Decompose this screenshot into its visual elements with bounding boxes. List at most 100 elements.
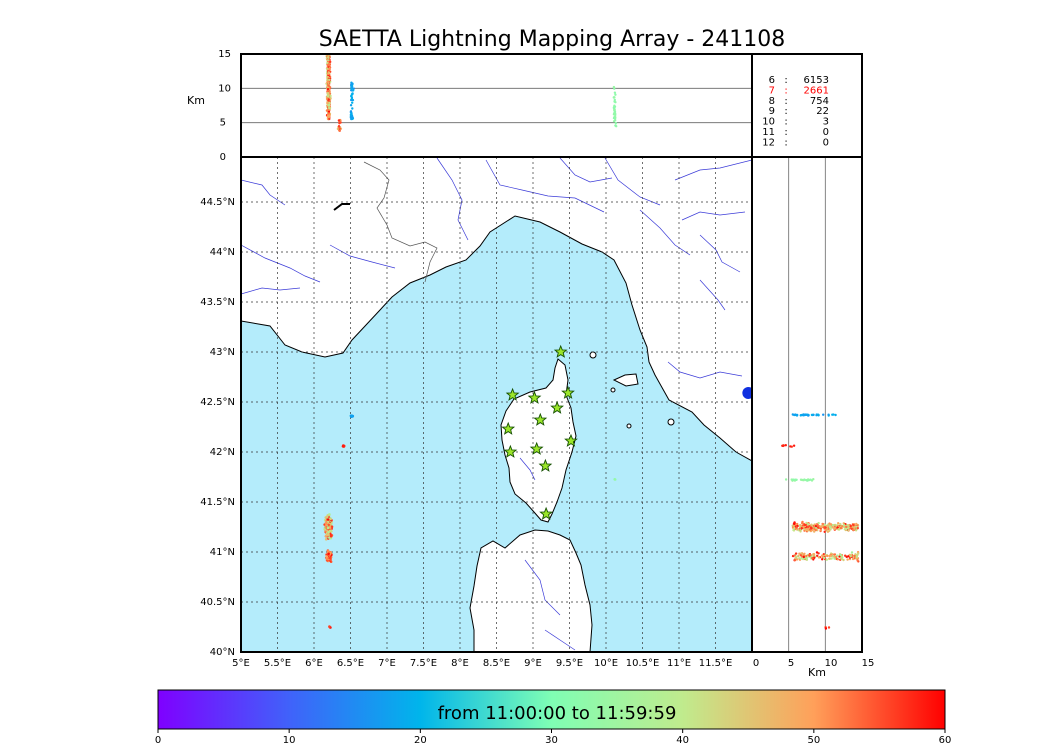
right-source-point (828, 557, 831, 560)
right-source-point (821, 522, 824, 526)
map-source-point (328, 513, 331, 516)
station-star (553, 344, 568, 358)
right-source-point (803, 413, 806, 417)
count-row-label: 9 (769, 106, 775, 117)
right-source-point (833, 527, 836, 530)
map-xtick-label: 6°E (305, 658, 323, 669)
count-row-label: 10 (762, 117, 775, 128)
right-source-point (795, 526, 798, 529)
top-source-point (350, 94, 353, 98)
right-source-point (829, 523, 833, 526)
top-source-point (327, 63, 330, 66)
top-source-point (349, 104, 353, 107)
map-ytick-label: 43.5°N (200, 297, 235, 308)
map-source-point (328, 625, 331, 628)
right-source-point (794, 478, 797, 481)
count-row-separator: : (784, 106, 787, 117)
map-source-point (328, 556, 332, 560)
map-ytick-label: 40°N (210, 647, 235, 658)
right-source-point (821, 558, 824, 561)
map-xtick-label: 5.5°E (264, 658, 291, 669)
right-source-point (803, 523, 806, 527)
top-source-point (339, 121, 342, 124)
map-xtick-label: 11°E (667, 658, 691, 669)
right-source-point (802, 525, 805, 529)
right-source-point (839, 526, 843, 530)
right-source-point (853, 554, 856, 558)
right-source-point (853, 526, 856, 529)
count-row-separator: : (784, 117, 787, 128)
blue-marker-point (742, 387, 752, 399)
top-source-point (328, 78, 331, 82)
right-source-point (816, 413, 820, 416)
right-source-point (816, 554, 819, 557)
right-source-point (813, 556, 816, 559)
station-star (505, 387, 520, 401)
right-source-point (811, 556, 814, 560)
top-source-point (349, 116, 353, 119)
right-source-point (792, 528, 795, 532)
station-star (503, 444, 518, 458)
map-source-point (342, 444, 345, 448)
top-source-point (329, 94, 332, 98)
right-source-point (837, 522, 840, 525)
right-source-point (827, 413, 830, 416)
right-source-point (845, 525, 848, 529)
map-source-point (328, 529, 332, 533)
map-ytick-label: 41°N (210, 547, 235, 558)
top-source-point (326, 92, 329, 96)
right-source-point (794, 552, 798, 555)
count-row-value: 3 (823, 117, 829, 128)
right-source-point (833, 557, 836, 560)
right-source-point (820, 554, 824, 557)
top-source-point (351, 107, 354, 110)
altitude-latitude-panel: 0 5 10 15 Km (751, 156, 874, 679)
top-source-point (614, 124, 617, 127)
right-source-point (795, 557, 798, 560)
right-source-point (844, 554, 847, 557)
right-source-point (812, 413, 815, 417)
top-source-point (350, 85, 353, 89)
right-source-point (840, 555, 843, 558)
map-xtick-label: 10.5°E (626, 658, 660, 669)
map-source-point (326, 518, 330, 521)
corsica-island (500, 358, 577, 523)
station-star (538, 458, 553, 472)
colorbar-tick-label: 50 (807, 735, 820, 746)
right-source-point (828, 526, 831, 529)
top-source-point (328, 117, 331, 121)
right-source-point (791, 413, 794, 416)
map-source-point (324, 538, 328, 541)
colorbar-ticks: 0 10 20 30 40 50 60 (155, 729, 951, 746)
map-ytick-label: 42.5°N (200, 397, 235, 408)
top-source-point (612, 85, 616, 89)
top-source-point (327, 108, 330, 112)
count-row-value: 22 (816, 106, 829, 117)
map-xticks: 5°E 5.5°E 6°E 6.5°E 7°E 7.5°E 8°E 8.5°E 9°E 9.5°E… (232, 658, 732, 669)
right-source-point (813, 530, 816, 533)
top-source-point (326, 61, 329, 65)
right-source-point (836, 558, 840, 561)
map-xtick-label: 5°E (232, 658, 250, 669)
right-source-point (803, 552, 806, 555)
right-source-point (826, 530, 830, 533)
top-source-point (350, 112, 353, 115)
count-row-separator: : (784, 75, 787, 86)
time-colorbar: from 11:00:00 to 11:59:59 0 10 20 30 40 50 60 (155, 689, 951, 746)
right-source-point (792, 478, 795, 481)
top-source-point (326, 75, 330, 79)
map-source-point (326, 526, 330, 530)
right-source-point (793, 522, 796, 526)
right-source-point (789, 445, 792, 448)
right-source-point (817, 521, 820, 525)
map-source-point (329, 534, 333, 538)
station-star (539, 506, 553, 520)
colorbar-tick-label: 40 (676, 735, 689, 746)
count-row-label: 12 (762, 137, 775, 148)
right-source-point (792, 444, 796, 447)
right-source-point (833, 555, 836, 558)
right-source-point (823, 530, 826, 533)
count-row-value: 754 (810, 96, 829, 107)
right-xtick-10: 10 (825, 658, 838, 669)
top-panel-points (325, 54, 618, 132)
